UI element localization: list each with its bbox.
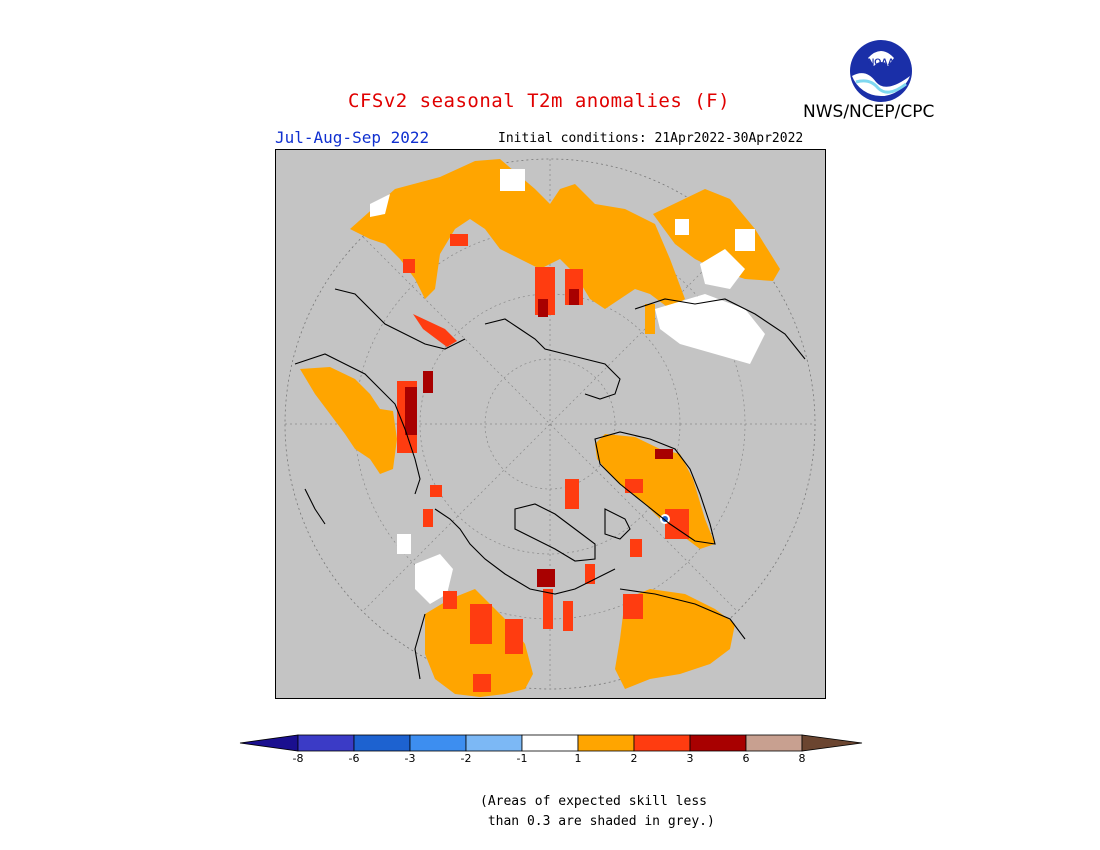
chart-title: CFSv2 seasonal T2m anomalies (F) <box>348 90 731 112</box>
colorbar-segment <box>745 734 803 752</box>
skill-note: (Areas of expected skill less than 0.3 a… <box>480 792 715 832</box>
anomaly-region-greenland <box>595 434 715 549</box>
agency-label: NWS/NCEP/CPC <box>803 102 935 122</box>
initial-conditions: Initial conditions: 21Apr2022-30Apr2022 <box>498 131 804 146</box>
anomaly-region-siberia <box>350 159 780 364</box>
colorbar-tick-label: 3 <box>686 752 694 765</box>
colorbar-segment <box>297 734 355 752</box>
colorbar-tick-label: 1 <box>574 752 582 765</box>
colorbar-low-extension <box>239 734 299 752</box>
colorbar-segment <box>465 734 523 752</box>
anomaly-region-alaska <box>300 314 457 497</box>
noaa-logo: NOAA <box>850 40 912 102</box>
polar-map <box>274 148 827 703</box>
colorbar-tick-label: -6 <box>348 752 360 765</box>
forecast-period: Jul-Aug-Sep 2022 <box>275 128 430 147</box>
colorbar-tick-label: -1 <box>516 752 528 765</box>
skill-note-line1: (Areas of expected skill less <box>480 794 707 809</box>
colorbar-tick-label: 2 <box>630 752 638 765</box>
colorbar-tick-label: -3 <box>404 752 416 765</box>
colorbar-segment <box>521 734 579 752</box>
latitude-circle-outer <box>284 158 816 690</box>
skill-note-line2: than 0.3 are shaded in grey.) <box>480 814 715 829</box>
colorbar-tick-label: 8 <box>798 752 806 765</box>
colorbar-high-extension <box>801 734 863 752</box>
colorbar-tick-label: 6 <box>742 752 750 765</box>
colorbar-tick-label: -8 <box>292 752 304 765</box>
colorbar-segment <box>409 734 467 752</box>
anomaly-region-north-america <box>397 509 555 697</box>
colorbar-segment <box>577 734 635 752</box>
logo-text: NOAA <box>868 57 895 67</box>
colorbar-tick-label: -2 <box>460 752 472 765</box>
anomaly-region-europe-east <box>563 479 735 689</box>
colorbar-segment <box>633 734 691 752</box>
colorbar-segment <box>689 734 747 752</box>
coastlines <box>294 288 806 680</box>
colorbar-segment <box>353 734 411 752</box>
colorbar <box>239 734 863 752</box>
